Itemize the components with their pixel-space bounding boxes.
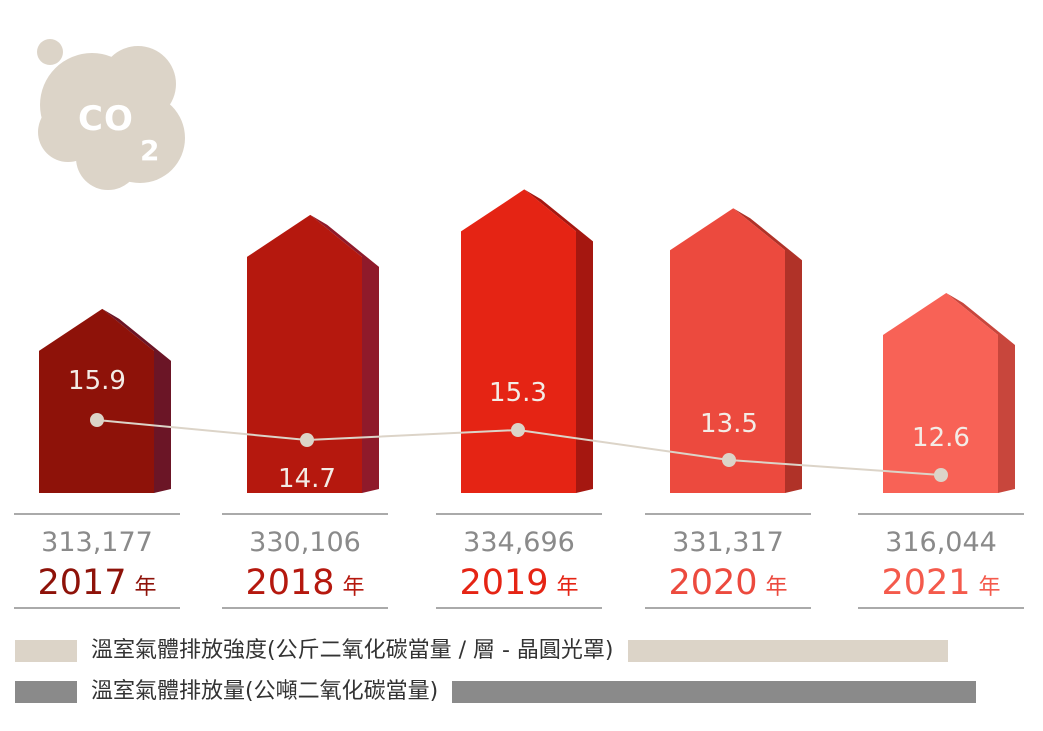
intensity-line bbox=[90, 413, 948, 482]
bar-front-2018 bbox=[247, 214, 362, 494]
bar-2017 bbox=[39, 308, 171, 493]
separator-rules bbox=[14, 513, 1024, 609]
intensity-label-2019: 15.3 bbox=[489, 378, 547, 408]
bar-side-2017 bbox=[102, 308, 171, 493]
bar-2019 bbox=[461, 189, 593, 493]
intensity-label-2020: 13.5 bbox=[700, 409, 758, 439]
intensity-point-2018 bbox=[300, 433, 314, 447]
year-number-2021: 2021 bbox=[881, 563, 971, 603]
bar-2021 bbox=[883, 292, 1015, 493]
bar-side-2021 bbox=[946, 292, 1015, 493]
year-label-2021: 2021 年 bbox=[858, 563, 1024, 609]
year-suffix-2019: 年 bbox=[556, 575, 579, 600]
year-suffix-2017: 年 bbox=[134, 575, 157, 600]
year-suffix-2018: 年 bbox=[342, 575, 365, 600]
year-suffix-2020: 年 bbox=[765, 575, 788, 600]
intensity-label-2021: 12.6 bbox=[912, 423, 970, 453]
intensity-label-2018: 14.7 bbox=[278, 464, 336, 494]
intensity-point-2021 bbox=[934, 468, 948, 482]
emissions-value-2018: 330,106 bbox=[249, 527, 361, 558]
bars bbox=[39, 189, 1015, 494]
co2-subscript: 2 bbox=[140, 134, 159, 167]
year-label-2020: 2020 年 bbox=[645, 563, 811, 609]
legend-label-intensity: 溫室氣體排放強度(公斤二氧化碳當量 / 層 - 晶圓光罩) bbox=[91, 638, 614, 663]
intensity-point-2017 bbox=[90, 413, 104, 427]
bar-front-2021 bbox=[883, 292, 998, 493]
bar-side-2019 bbox=[524, 189, 593, 493]
bar-front-2020 bbox=[670, 208, 785, 493]
bar-front-2019 bbox=[461, 189, 576, 493]
legend-emissions: 溫室氣體排放量(公噸二氧化碳當量) bbox=[15, 679, 977, 704]
emissions-value-2019: 334,696 bbox=[463, 527, 575, 558]
emissions-value-2020: 331,317 bbox=[672, 527, 784, 558]
bar-2020 bbox=[670, 208, 802, 493]
bar-side-2018 bbox=[310, 214, 379, 494]
intensity-label-2017: 15.9 bbox=[68, 366, 126, 396]
bar-front-2017 bbox=[39, 308, 154, 493]
year-number-2020: 2020 bbox=[668, 563, 758, 603]
year-label-2017: 2017 年 bbox=[14, 563, 180, 609]
year-number-2017: 2017 bbox=[37, 563, 127, 603]
year-label-2019: 2019 年 bbox=[436, 563, 602, 609]
legend-bar-emissions bbox=[452, 681, 977, 703]
year-number-2019: 2019 bbox=[459, 563, 549, 603]
co2-cloud-icon bbox=[37, 39, 185, 190]
bar-2018 bbox=[247, 214, 379, 494]
legend-intensity: 溫室氣體排放強度(公斤二氧化碳當量 / 層 - 晶圓光罩) bbox=[15, 639, 948, 663]
legend-swatch-intensity bbox=[15, 640, 77, 662]
intensity-point-2019 bbox=[511, 423, 525, 437]
intensity-point-2020 bbox=[722, 453, 736, 467]
legend-bar-intensity bbox=[627, 640, 948, 662]
co2-badge: CO 2 bbox=[37, 39, 185, 190]
co2-text: CO bbox=[78, 99, 134, 139]
legend-label-emissions: 溫室氣體排放量(公噸二氧化碳當量) bbox=[91, 679, 439, 704]
emissions-value-2017: 313,177 bbox=[41, 527, 153, 558]
emissions-value-2021: 316,044 bbox=[885, 527, 997, 558]
year-number-2018: 2018 bbox=[245, 563, 335, 603]
legend-swatch-emissions bbox=[15, 681, 77, 703]
year-label-2018: 2018 年 bbox=[222, 563, 388, 609]
intensity-labels: 15.9 14.7 15.3 13.5 12.6 bbox=[68, 366, 970, 494]
year-suffix-2021: 年 bbox=[978, 575, 1001, 600]
